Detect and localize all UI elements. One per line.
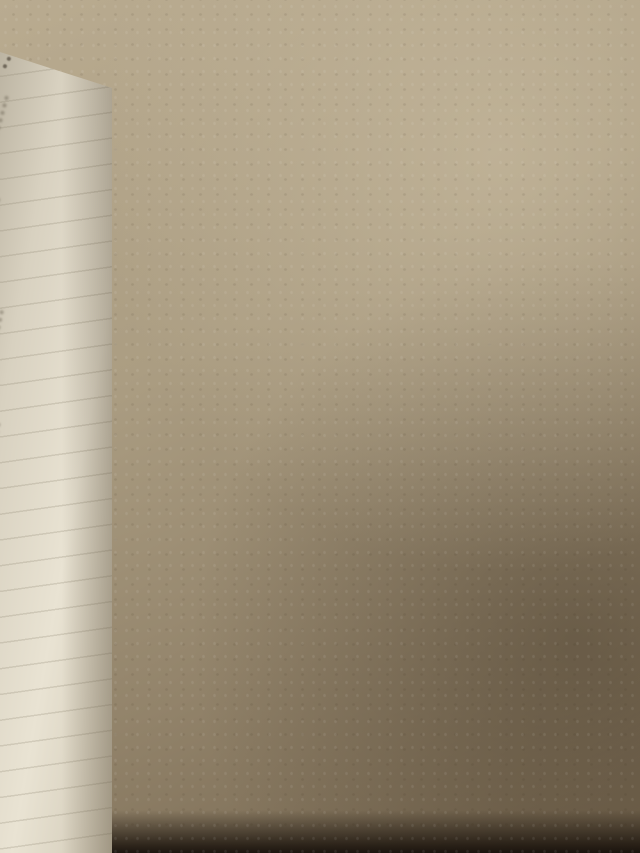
faint-handwriting-mark [0,95,9,153]
faint-handwriting-mark [0,422,1,473]
faint-handwriting-mark [0,309,5,368]
previous-page-edge [0,52,112,853]
